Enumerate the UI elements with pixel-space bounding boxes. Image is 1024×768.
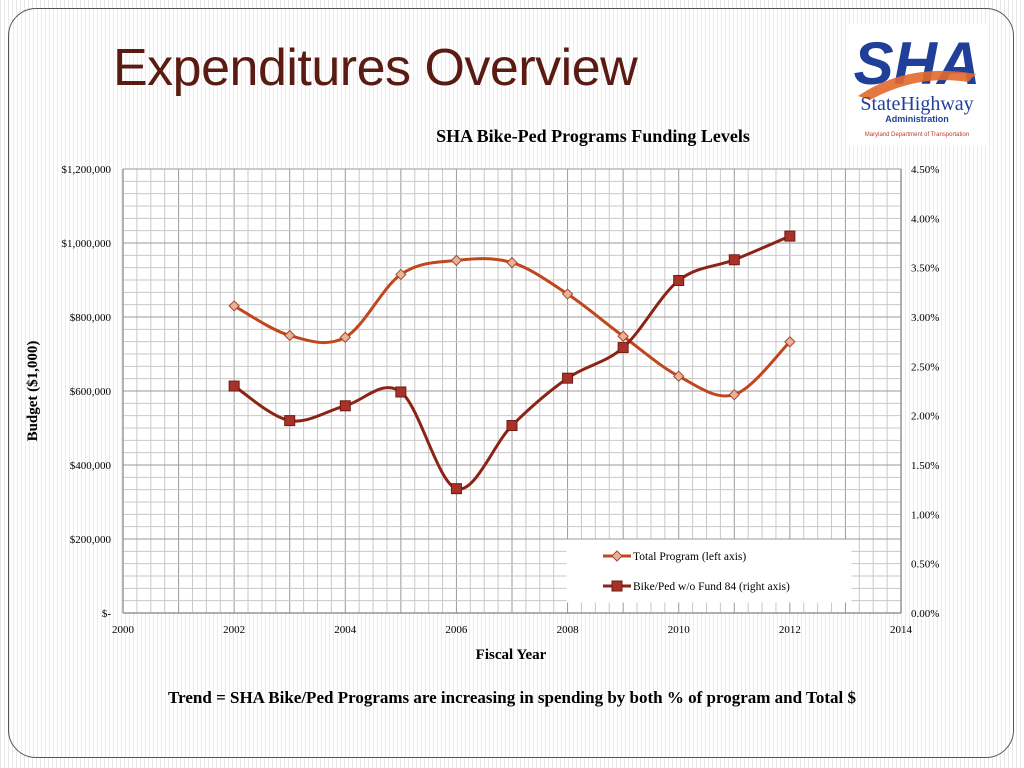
series-1-point-marker <box>395 268 407 281</box>
x-tick-label: 2012 <box>779 624 801 636</box>
series-2-point-marker <box>506 420 518 432</box>
x-tick-label: 2002 <box>223 624 245 636</box>
y-right-tick-label: 4.00% <box>911 213 939 225</box>
chart-ticks: 2000 2002 2004 2006 2008 2010 2012 2014 $- $200,0… <box>62 164 940 636</box>
funding-chart: SHA Bike-Ped Programs Funding Levels 200… <box>25 126 940 663</box>
legend-square-marker <box>611 580 623 592</box>
chart-markers <box>228 230 796 495</box>
y-right-tick-label: 3.50% <box>911 263 939 275</box>
series-1-point-marker <box>784 336 796 348</box>
y-right-tick-label: 3.00% <box>911 312 939 324</box>
sha-logo: SHA StateHighway Administration Maryland… <box>848 24 986 146</box>
series-1-point-marker <box>284 329 296 342</box>
series-1-point-marker <box>617 330 629 342</box>
legend-label: Bike/Ped w/o Fund 84 (right axis) <box>633 581 790 593</box>
series-2-point-marker <box>673 274 685 286</box>
y-axis-title: Budget ($1,000) <box>25 341 41 442</box>
logo-state-highway: StateHighway <box>860 93 973 115</box>
x-tick-label: 2008 <box>557 624 580 636</box>
series-2-point-marker <box>617 342 629 354</box>
series-1-point-marker <box>506 256 518 269</box>
series-2-point-marker <box>339 400 351 412</box>
y-left-tick-label: $- <box>102 608 112 620</box>
y-right-tick-label: 0.00% <box>911 608 939 620</box>
series-2-point-marker <box>562 372 574 384</box>
y-right-tick-label: 4.50% <box>911 164 939 176</box>
x-tick-label: 2000 <box>112 624 135 636</box>
series-1-point-marker <box>450 254 463 267</box>
logo-road-swoosh <box>858 70 976 100</box>
y-left-tick-label: $400,000 <box>70 460 112 472</box>
logo-mdot: Maryland Department of Transportation <box>865 132 969 138</box>
series-1-point-marker <box>339 331 351 344</box>
series-1-point-marker <box>673 370 685 382</box>
y-right-tick-label: 0.50% <box>911 559 939 571</box>
chart-title: SHA Bike-Ped Programs Funding Levels <box>436 126 750 146</box>
logo-sha-text: SHA <box>854 30 981 97</box>
series-2-point-marker <box>450 483 462 495</box>
series-2-point-marker <box>284 415 296 427</box>
series-1-point-marker <box>561 288 574 300</box>
x-tick-label: 2010 <box>668 624 691 636</box>
footer-trend-text: Trend = SHA Bike/Ped Programs are increa… <box>168 688 856 707</box>
series-1-point-marker <box>228 300 240 312</box>
y-right-tick-label: 2.50% <box>911 361 939 373</box>
y-right-tick-label: 1.50% <box>911 460 939 472</box>
y-left-tick-label: $1,200,000 <box>62 164 112 176</box>
series-2-point-marker <box>395 386 407 398</box>
logo-administration: Administration <box>885 114 949 124</box>
y-right-tick-label: 2.00% <box>911 411 939 423</box>
y-left-tick-label: $800,000 <box>70 312 112 324</box>
y-right-tick-label: 1.00% <box>911 509 939 521</box>
chart-legend: Total Program (left axis) Bike/Ped w/o Fu… <box>566 539 852 603</box>
chart-axes <box>122 169 902 614</box>
x-tick-label: 2014 <box>890 624 913 636</box>
legend-box <box>566 539 852 603</box>
x-axis-title: Fiscal Year <box>476 647 547 663</box>
legend-diamond-marker <box>611 550 623 562</box>
series-2-point-marker <box>784 230 796 242</box>
slide-title: Expenditures Overview <box>113 39 638 97</box>
series-2-point-marker <box>728 254 740 266</box>
x-tick-label: 2006 <box>445 624 468 636</box>
x-tick-label: 2004 <box>334 624 357 636</box>
y-left-tick-label: $1,000,000 <box>62 238 112 250</box>
series-1-point-marker <box>728 388 740 401</box>
legend-label: Total Program (left axis) <box>633 551 746 563</box>
y-left-tick-label: $200,000 <box>70 534 112 546</box>
y-left-tick-label: $600,000 <box>70 386 112 398</box>
series-2-point-marker <box>228 380 240 392</box>
